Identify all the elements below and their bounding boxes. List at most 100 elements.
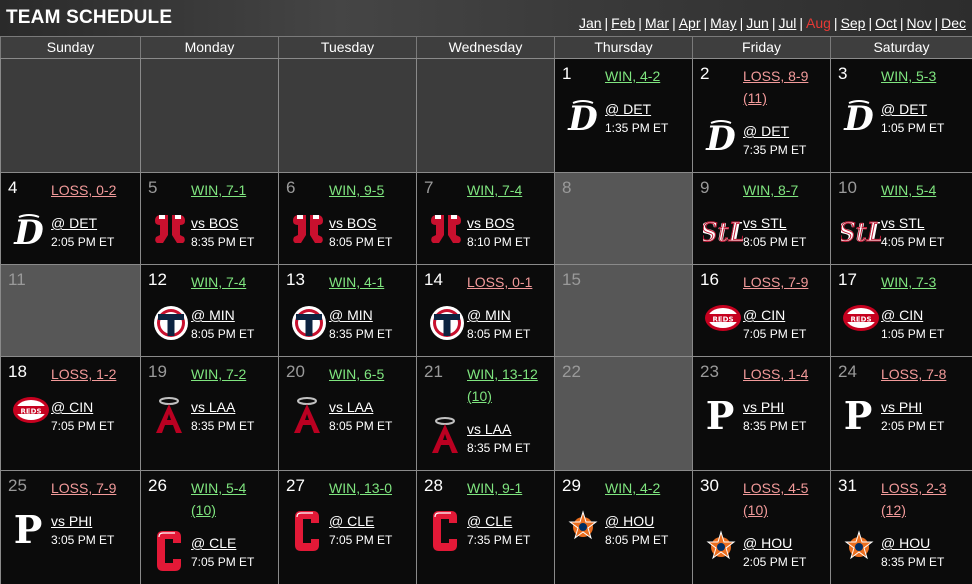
game-result-link[interactable]: WIN, 5-4 [881,182,937,198]
opponent-link[interactable]: vs LAA [467,421,512,437]
game-result-link[interactable]: WIN, 4-1 [329,274,385,290]
game-day-cell[interactable]: 16 LOSS, 7-9 REDS @ CIN 7:05 PM ET [692,264,830,356]
opponent-link[interactable]: @ CLE [329,513,375,529]
game-result-link[interactable]: WIN, 9-5 [329,182,385,198]
opponent-link[interactable]: @ MIN [467,307,511,323]
month-separator: | [604,15,609,31]
month-link-mar[interactable]: Mar [644,15,670,31]
game-result-link[interactable]: LOSS, 1-2 [51,366,117,382]
game-day-cell[interactable]: 9 WIN, 8-7 StLStLvs STL 8:05 PM ET [692,172,830,264]
game-day-cell[interactable]: 14 LOSS, 0-1 @ MIN 8:05 PM ET [416,264,554,356]
game-day-cell[interactable]: 30 LOSS, 4-5 (10) @ HOU 2:05 PM ET [692,470,830,584]
game-result-link[interactable]: WIN, 13-0 [329,480,393,496]
month-link-feb[interactable]: Feb [611,15,636,31]
opponent-link[interactable]: @ CIN [51,399,94,415]
opponent-link[interactable]: @ MIN [191,307,235,323]
game-result-link[interactable]: LOSS, 1-4 [743,366,809,382]
game-result-link[interactable]: WIN, 4-2 [605,68,661,84]
month-link-aug[interactable]: Aug [806,15,831,31]
game-result-link[interactable]: WIN, 9-1 [467,480,523,496]
game-time: 4:05 PM ET [881,235,945,249]
opponent-link[interactable]: @ DET [605,101,652,117]
off-day-cell: 11 [0,264,140,356]
game-day-cell[interactable]: 6 WIN, 9-5 vs BOS 8:05 PM ET [278,172,416,264]
opponent-link[interactable]: @ HOU [743,535,793,551]
game-result-link[interactable]: LOSS, 7-9 [51,480,117,496]
svg-text:REDS: REDS [20,408,41,416]
month-link-dec[interactable]: Dec [941,15,966,31]
opponent-link[interactable]: vs PHI [51,513,93,529]
game-day-cell[interactable]: 5 WIN, 7-1 vs BOS 8:35 PM ET [140,172,278,264]
opponent-link[interactable]: vs PHI [743,399,785,415]
game-result-link[interactable]: WIN, 8-7 [743,182,799,198]
game-day-cell[interactable]: 7 WIN, 7-4 vs BOS 8:10 PM ET [416,172,554,264]
game-day-cell[interactable]: 2 LOSS, 8-9 (11) D @ DET 7:35 PM ET [692,58,830,172]
game-day-cell[interactable]: 19 WIN, 7-2 vs LAA 8:35 PM ET [140,356,278,470]
game-result-link[interactable]: LOSS, 2-3 (12) [881,480,947,518]
game-result-link[interactable]: LOSS, 8-9 (11) [743,68,809,106]
game-day-cell[interactable]: 12 WIN, 7-4 @ MIN 8:05 PM ET [140,264,278,356]
opponent-link[interactable]: vs BOS [467,215,515,231]
game-result-link[interactable]: LOSS, 7-9 [743,274,809,290]
opponent-link[interactable]: @ HOU [605,513,655,529]
game-day-cell[interactable]: 27 WIN, 13-0 @ CLE 7:05 PM ET [278,470,416,584]
month-link-jun[interactable]: Jun [746,15,769,31]
opponent-link[interactable]: vs BOS [191,215,239,231]
game-day-cell[interactable]: 29 WIN, 4-2 @ HOU 8:05 PM ET [554,470,692,584]
month-link-oct[interactable]: Oct [875,15,897,31]
game-day-cell[interactable]: 10 WIN, 5-4 StLStLvs STL 4:05 PM ET [830,172,972,264]
game-day-cell[interactable]: 28 WIN, 9-1 @ CLE 7:35 PM ET [416,470,554,584]
svg-text:REDS: REDS [712,316,733,324]
game-result-link[interactable]: LOSS, 0-2 [51,182,117,198]
opponent-link[interactable]: vs STL [743,215,787,231]
month-link-sep[interactable]: Sep [840,15,866,31]
game-result-link[interactable]: LOSS, 4-5 (10) [743,480,809,518]
game-day-cell[interactable]: 13 WIN, 4-1 @ MIN 8:35 PM ET [278,264,416,356]
opponent-link[interactable]: @ CIN [881,307,924,323]
game-day-cell[interactable]: 4 LOSS, 0-2 D @ DET 2:05 PM ET [0,172,140,264]
game-day-cell[interactable]: 1 WIN, 4-2 D @ DET 1:35 PM ET [554,58,692,172]
game-result-link[interactable]: LOSS, 7-8 [881,366,947,382]
opponent-link[interactable]: @ CIN [743,307,786,323]
game-result-link[interactable]: WIN, 13-12 (10) [467,366,538,404]
month-link-may[interactable]: May [710,15,737,31]
opponent-link[interactable]: @ DET [51,215,98,231]
month-link-apr[interactable]: Apr [678,15,701,31]
opponent-link[interactable]: @ HOU [881,535,931,551]
opponent-link[interactable]: @ MIN [329,307,373,323]
game-result-link[interactable]: WIN, 7-4 [191,274,247,290]
month-link-jan[interactable]: Jan [578,15,602,31]
game-day-cell[interactable]: 17 WIN, 7-3 REDS @ CIN 1:05 PM ET [830,264,972,356]
opponent-link[interactable]: @ DET [743,123,790,139]
month-link-nov[interactable]: Nov [906,15,932,31]
opponent-link[interactable]: vs LAA [329,399,374,415]
game-result-link[interactable]: WIN, 7-3 [881,274,937,290]
game-day-cell[interactable]: 26 WIN, 5-4 (10) @ CLE 7:05 PM ET [140,470,278,584]
game-day-cell[interactable]: 3 WIN, 5-3 D @ DET 1:05 PM ET [830,58,972,172]
game-result-link[interactable]: WIN, 6-5 [329,366,385,382]
game-result-link[interactable]: WIN, 4-2 [605,480,661,496]
opponent-link[interactable]: vs STL [881,215,925,231]
game-result-link[interactable]: WIN, 7-2 [191,366,247,382]
game-time: 2:05 PM ET [51,235,115,249]
game-day-cell[interactable]: 21 WIN, 13-12 (10) vs LAA 8:35 PM ET [416,356,554,470]
opponent-link[interactable]: @ DET [881,101,928,117]
game-result-link[interactable]: WIN, 5-3 [881,68,937,84]
game-result-link[interactable]: WIN, 5-4 (10) [191,480,247,518]
game-result-link[interactable]: WIN, 7-4 [467,182,523,198]
month-link-jul[interactable]: Jul [778,15,797,31]
opponent-link[interactable]: @ CLE [191,535,237,551]
opponent-link[interactable]: vs BOS [329,215,377,231]
game-result-link[interactable]: WIN, 7-1 [191,182,247,198]
opponent-link[interactable]: vs LAA [191,399,236,415]
month-separator: | [672,15,676,31]
game-day-cell[interactable]: 20 WIN, 6-5 vs LAA 8:05 PM ET [278,356,416,470]
game-result-link[interactable]: LOSS, 0-1 [467,274,533,290]
game-day-cell[interactable]: 31 LOSS, 2-3 (12) @ HOU 8:35 PM ET [830,470,972,584]
opponent-link[interactable]: vs PHI [881,399,923,415]
game-day-cell[interactable]: 18 LOSS, 1-2 REDS @ CIN 7:05 PM ET [0,356,140,470]
opponent-link[interactable]: @ CLE [467,513,513,529]
